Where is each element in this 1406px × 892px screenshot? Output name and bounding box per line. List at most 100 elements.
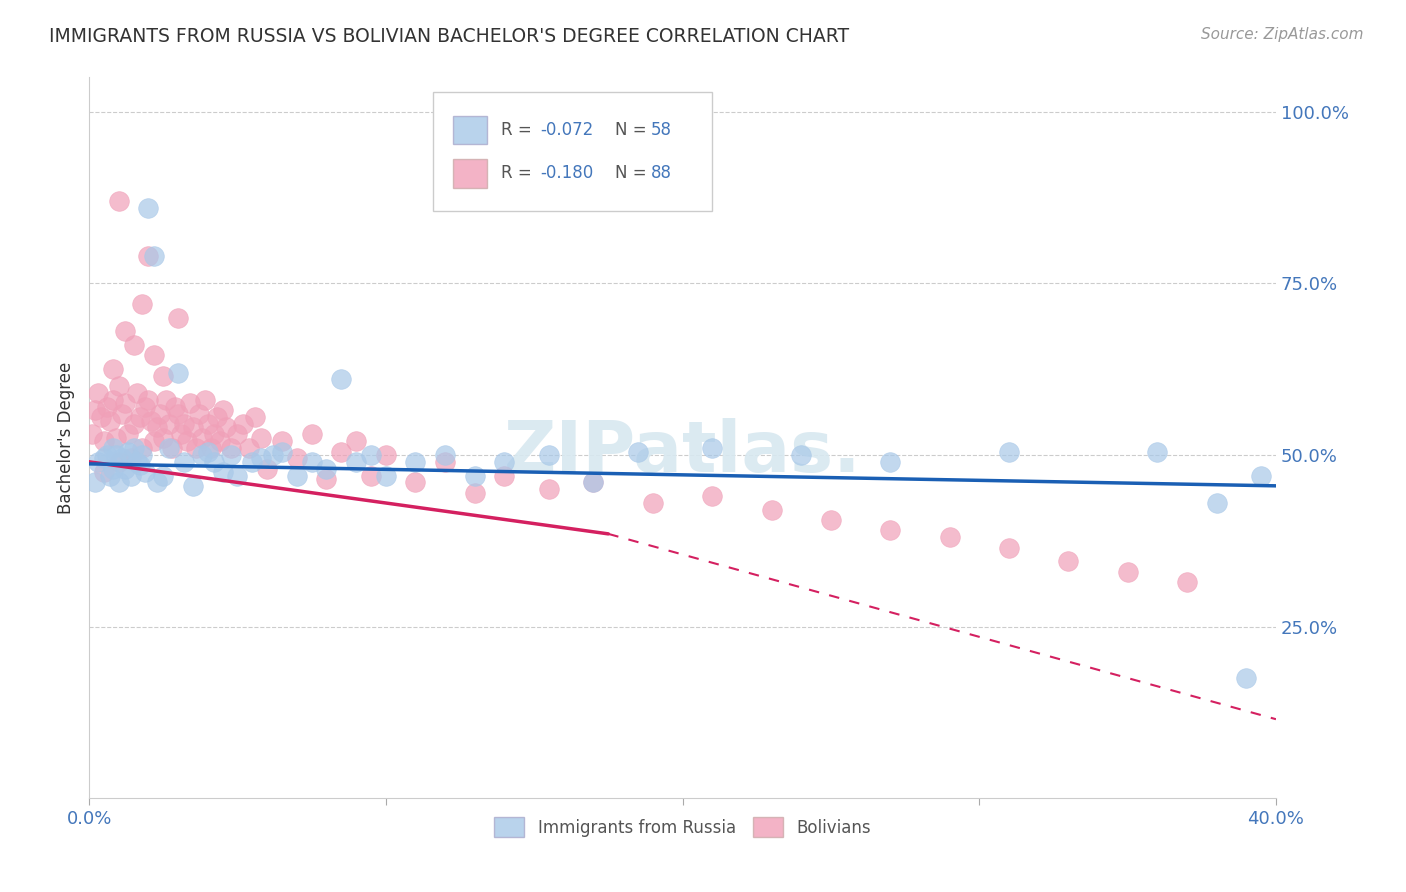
Point xyxy=(221,448,243,462)
Point xyxy=(101,441,124,455)
Point xyxy=(146,475,169,490)
Point xyxy=(330,372,353,386)
Text: ZIPatlas.: ZIPatlas. xyxy=(503,417,862,487)
Point xyxy=(117,427,139,442)
Text: IMMIGRANTS FROM RUSSIA VS BOLIVIAN BACHELOR'S DEGREE CORRELATION CHART: IMMIGRANTS FROM RUSSIA VS BOLIVIAN BACHE… xyxy=(49,27,849,45)
Point xyxy=(998,541,1021,555)
Point xyxy=(197,444,219,458)
Point xyxy=(143,348,166,362)
Point xyxy=(194,392,217,407)
Point xyxy=(702,441,724,455)
Point xyxy=(134,465,156,479)
Point xyxy=(134,400,156,414)
Point xyxy=(117,444,139,458)
Point xyxy=(98,414,121,428)
Point xyxy=(360,448,382,462)
Point xyxy=(374,448,396,462)
Point xyxy=(240,455,263,469)
Point xyxy=(98,468,121,483)
Point xyxy=(101,461,124,475)
Point xyxy=(107,455,129,469)
FancyBboxPatch shape xyxy=(454,159,486,187)
Point xyxy=(122,441,145,455)
Point xyxy=(464,468,486,483)
Point xyxy=(434,448,457,462)
Point xyxy=(1116,565,1139,579)
Point xyxy=(221,441,243,455)
Point xyxy=(170,427,193,442)
Point xyxy=(582,475,605,490)
Point xyxy=(232,417,254,431)
Point xyxy=(271,444,294,458)
Point xyxy=(122,338,145,352)
Point xyxy=(149,407,172,421)
Point xyxy=(226,427,249,442)
Point xyxy=(138,392,160,407)
Point xyxy=(90,410,112,425)
Point xyxy=(125,386,148,401)
Point xyxy=(165,400,187,414)
Point xyxy=(344,455,367,469)
Point xyxy=(128,458,150,473)
Point xyxy=(191,448,214,462)
FancyBboxPatch shape xyxy=(433,92,713,211)
Point xyxy=(157,417,180,431)
Legend: Immigrants from Russia, Bolivians: Immigrants from Russia, Bolivians xyxy=(488,810,877,844)
Point xyxy=(146,420,169,434)
Point xyxy=(138,201,160,215)
Point xyxy=(184,441,207,455)
Text: R =: R = xyxy=(501,121,537,139)
Point xyxy=(114,396,136,410)
Point xyxy=(107,194,129,208)
Point xyxy=(211,465,233,479)
Point xyxy=(114,461,136,475)
Point xyxy=(181,479,204,493)
Point xyxy=(87,455,110,469)
Point xyxy=(131,297,153,311)
Point xyxy=(820,513,842,527)
Point xyxy=(131,448,153,462)
Point xyxy=(181,420,204,434)
Text: N =: N = xyxy=(614,164,652,182)
Point xyxy=(301,427,323,442)
Point xyxy=(202,427,225,442)
Point xyxy=(111,407,134,421)
Point xyxy=(404,455,426,469)
Point xyxy=(160,441,183,455)
Text: Source: ZipAtlas.com: Source: ZipAtlas.com xyxy=(1201,27,1364,42)
Point xyxy=(128,410,150,425)
Point xyxy=(125,455,148,469)
Point xyxy=(87,386,110,401)
Point xyxy=(344,434,367,449)
Point xyxy=(96,448,118,462)
Point xyxy=(157,441,180,455)
Point xyxy=(537,483,560,497)
Point xyxy=(582,475,605,490)
Point xyxy=(187,407,209,421)
Point xyxy=(120,468,142,483)
Point xyxy=(101,392,124,407)
Point xyxy=(93,451,115,466)
Point xyxy=(404,475,426,490)
Point xyxy=(627,444,650,458)
Point xyxy=(790,448,813,462)
Point xyxy=(84,403,107,417)
Point xyxy=(93,434,115,449)
Point xyxy=(1057,554,1080,568)
Point xyxy=(250,451,273,466)
Point xyxy=(285,468,308,483)
Point xyxy=(214,420,236,434)
Point xyxy=(84,475,107,490)
Point xyxy=(80,427,103,442)
Point xyxy=(205,410,228,425)
Point xyxy=(107,379,129,393)
Point xyxy=(143,249,166,263)
Point xyxy=(464,485,486,500)
Point xyxy=(114,325,136,339)
Point xyxy=(107,475,129,490)
Point xyxy=(245,410,267,425)
Text: R =: R = xyxy=(501,164,537,182)
Point xyxy=(101,362,124,376)
Point xyxy=(122,417,145,431)
Text: -0.180: -0.180 xyxy=(540,164,593,182)
